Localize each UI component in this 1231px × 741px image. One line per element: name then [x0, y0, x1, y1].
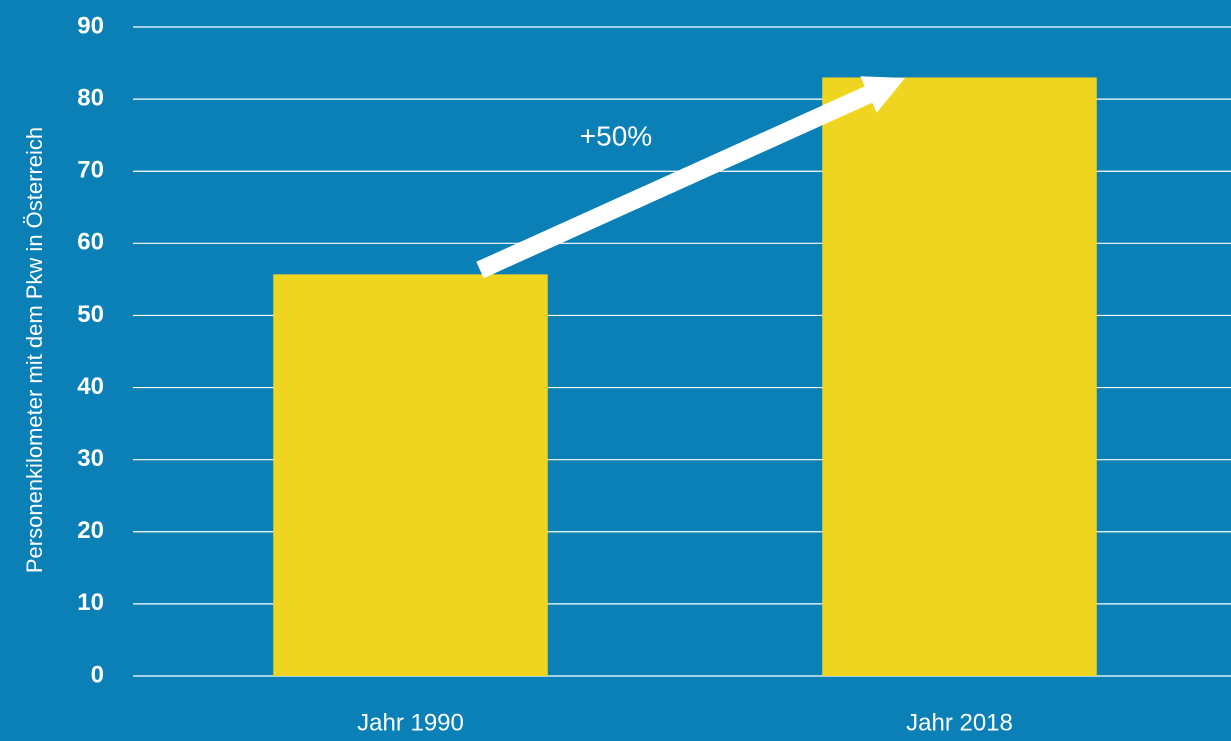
- y-tick-label: 50: [77, 301, 104, 328]
- y-tick-label: 40: [77, 373, 104, 400]
- y-axis-label: Personenkilometer mit dem Pkw in Österre…: [22, 127, 47, 573]
- y-tick-label: 60: [77, 229, 104, 256]
- y-tick-label: 80: [77, 84, 104, 111]
- annotation: +50%: [580, 120, 652, 151]
- bar: [273, 274, 548, 676]
- x-tick-label: Jahr 2018: [906, 709, 1013, 736]
- plot: 0 10 20 30 40 50 60 70 80 90 Jahr 1990 Jahr 2018: [77, 12, 1231, 736]
- y-tick-label: 0: [91, 661, 104, 688]
- x-tick-label: Jahr 1990: [357, 709, 464, 736]
- y-tick-label: 30: [77, 445, 104, 472]
- y-tick-label: 90: [77, 12, 104, 39]
- bar: [822, 77, 1097, 676]
- y-tick-label: 70: [77, 157, 104, 184]
- y-tick-label: 20: [77, 517, 104, 544]
- arrow: [476, 76, 905, 279]
- y-tick-label: 10: [77, 589, 104, 616]
